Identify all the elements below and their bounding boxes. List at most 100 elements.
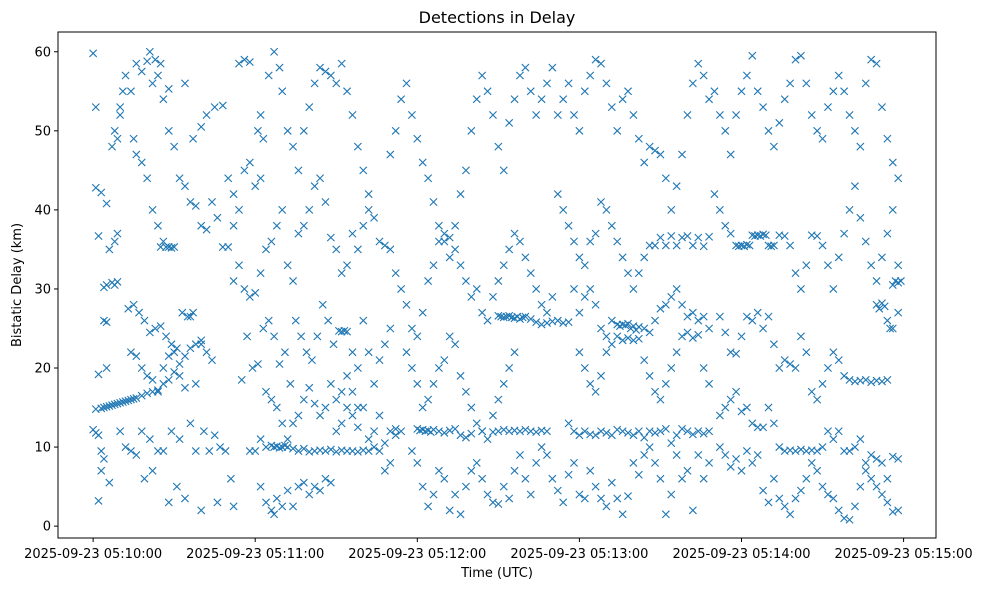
data-point-marker [764, 403, 773, 412]
data-point-marker [262, 498, 271, 507]
data-point-marker [537, 95, 546, 104]
data-point-marker [732, 111, 741, 120]
data-point-marker [332, 427, 341, 436]
data-point-marker [651, 428, 660, 437]
data-point-marker [207, 356, 216, 365]
data-point-marker [140, 316, 149, 325]
data-point-marker [164, 84, 173, 93]
data-point-marker [210, 103, 219, 112]
data-point-marker [105, 478, 114, 487]
data-point-marker [386, 245, 395, 254]
data-point-marker [264, 71, 273, 80]
data-point-marker [894, 174, 903, 183]
data-point-marker [791, 269, 800, 278]
data-point-marker [245, 158, 254, 167]
data-point-marker [721, 126, 730, 135]
data-point-marker [624, 269, 633, 278]
data-point-marker [116, 111, 125, 120]
data-point-marker [153, 386, 162, 395]
data-point-marker [291, 316, 300, 325]
data-point-marker [856, 482, 865, 491]
data-point-marker [672, 431, 681, 440]
data-point-marker [786, 79, 795, 88]
data-point-marker [434, 466, 443, 475]
data-point-marker [245, 58, 254, 67]
data-point-marker [461, 387, 470, 396]
data-point-marker [316, 486, 325, 495]
data-point-marker [656, 304, 665, 313]
data-point-marker [429, 379, 438, 388]
data-point-marker [645, 443, 654, 452]
data-point-marker [472, 284, 481, 293]
data-point-marker [694, 316, 703, 325]
data-point-marker [178, 308, 187, 317]
data-point-marker [564, 221, 573, 230]
data-point-marker [461, 166, 470, 175]
data-point-marker [340, 326, 349, 335]
data-point-marker [97, 447, 106, 456]
data-point-marker [645, 427, 654, 436]
data-point-marker [153, 221, 162, 230]
data-point-marker [283, 126, 292, 135]
data-point-marker [337, 419, 346, 428]
data-point-marker [780, 95, 789, 104]
data-point-marker [445, 506, 454, 515]
data-point-marker [872, 277, 881, 286]
data-point-marker [759, 486, 768, 495]
data-point-marker [348, 387, 357, 396]
data-point-marker [667, 490, 676, 499]
data-point-marker [629, 336, 638, 345]
data-point-marker [434, 221, 443, 230]
data-point-marker [645, 371, 654, 380]
data-point-marker [318, 300, 327, 309]
data-point-marker [256, 111, 265, 120]
data-point-marker [197, 506, 206, 515]
y-tick-label: 20 [34, 362, 51, 377]
data-point-marker [186, 344, 195, 353]
data-point-marker [316, 63, 325, 72]
data-point-marker [640, 356, 649, 365]
data-point-marker [667, 292, 676, 301]
data-point-marker [186, 419, 195, 428]
data-point-marker [888, 281, 897, 289]
data-point-marker [586, 284, 595, 293]
data-point-marker [705, 324, 714, 333]
data-point-marker [634, 322, 643, 331]
data-point-marker [483, 490, 492, 499]
y-axis-label: Bistatic Delay (km) [10, 223, 25, 347]
data-point-marker [726, 395, 735, 404]
data-point-marker [761, 231, 770, 240]
data-point-marker [307, 356, 316, 365]
data-point-marker [275, 360, 284, 369]
data-point-marker [262, 387, 271, 396]
data-point-marker [640, 324, 649, 333]
data-point-marker [175, 435, 184, 444]
data-point-marker [813, 447, 822, 456]
data-point-marker [656, 427, 665, 436]
data-point-marker [164, 375, 173, 384]
data-point-marker [202, 111, 211, 120]
data-point-marker [629, 284, 638, 293]
data-point-marker [672, 348, 681, 357]
data-point-marker [353, 423, 362, 432]
data-point-marker [418, 158, 427, 167]
data-point-marker [289, 502, 298, 511]
data-point-marker [243, 332, 252, 341]
data-point-marker [229, 502, 238, 511]
data-point-marker [883, 498, 892, 507]
data-point-marker [580, 292, 589, 301]
data-point-marker [532, 111, 541, 120]
data-point-marker [370, 379, 379, 388]
x-tick-label: 2025-09-23 05:10:00 [24, 547, 162, 562]
data-point-marker [370, 213, 379, 222]
data-point-marker [742, 403, 751, 412]
data-point-marker [586, 71, 595, 80]
data-point-marker [796, 445, 805, 454]
x-tick-label: 2025-09-23 05:14:00 [672, 547, 810, 562]
data-point-marker [786, 360, 795, 369]
x-axis: 2025-09-23 05:10:00 2025-09-23 05:11:00 20… [24, 538, 973, 562]
data-point-marker [532, 284, 541, 293]
data-point-marker [170, 367, 179, 376]
data-point-marker [289, 277, 298, 286]
data-point-marker [667, 364, 676, 373]
